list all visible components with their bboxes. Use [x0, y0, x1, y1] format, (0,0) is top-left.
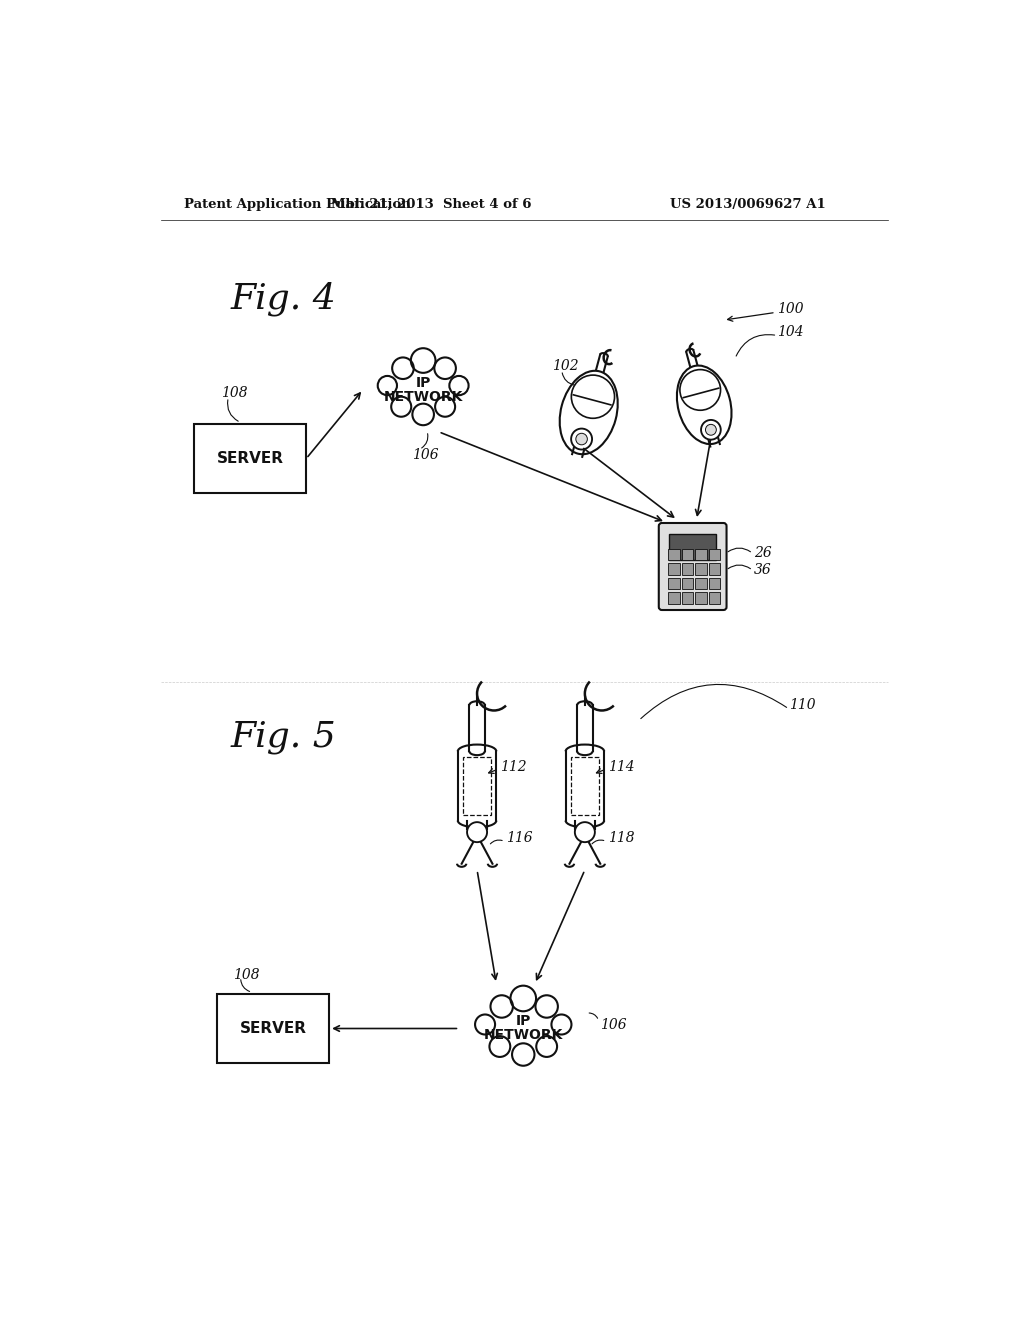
Circle shape	[490, 995, 513, 1018]
Bar	[709, 564, 720, 574]
Bar	[668, 564, 680, 574]
Bar	[459, 751, 496, 821]
Circle shape	[575, 433, 588, 445]
Text: IP: IP	[515, 1014, 531, 1028]
Text: SERVER: SERVER	[216, 451, 284, 466]
Circle shape	[537, 1036, 557, 1057]
Ellipse shape	[477, 994, 569, 1063]
Bar	[695, 549, 707, 560]
Circle shape	[510, 986, 537, 1011]
Bar	[670, 535, 716, 560]
Ellipse shape	[380, 356, 467, 422]
Text: SERVER: SERVER	[240, 1020, 306, 1036]
Text: 26: 26	[755, 546, 772, 561]
Text: 110: 110	[788, 698, 815, 711]
Bar	[571, 756, 599, 816]
Circle shape	[706, 424, 717, 436]
Bar	[709, 578, 720, 589]
Bar	[709, 549, 720, 560]
Circle shape	[571, 429, 592, 450]
Bar	[682, 578, 693, 589]
Text: 104: 104	[777, 325, 804, 339]
Circle shape	[701, 420, 721, 440]
Circle shape	[450, 376, 469, 395]
Bar	[195, 424, 306, 494]
Bar	[668, 549, 680, 560]
Text: 118: 118	[608, 832, 635, 845]
Text: 106: 106	[600, 1018, 627, 1032]
Text: NETWORK: NETWORK	[383, 391, 463, 404]
Circle shape	[574, 822, 595, 842]
Circle shape	[392, 358, 414, 379]
Bar	[682, 549, 693, 560]
Bar	[217, 994, 329, 1063]
Text: 112: 112	[500, 760, 526, 774]
Text: Mar. 21, 2013  Sheet 4 of 6: Mar. 21, 2013 Sheet 4 of 6	[331, 198, 531, 211]
Circle shape	[571, 375, 614, 418]
Text: 36: 36	[755, 564, 772, 577]
Text: Patent Application Publication: Patent Application Publication	[184, 198, 412, 211]
Text: IP: IP	[416, 376, 431, 391]
Text: 106: 106	[412, 447, 438, 462]
Text: US 2013/0069627 A1: US 2013/0069627 A1	[670, 198, 825, 211]
Bar	[463, 756, 490, 816]
Text: NETWORK: NETWORK	[483, 1028, 563, 1041]
Bar	[668, 578, 680, 589]
Bar	[682, 593, 693, 603]
Circle shape	[413, 404, 434, 425]
Circle shape	[475, 1015, 495, 1035]
Bar	[695, 564, 707, 574]
Bar	[566, 751, 603, 821]
Circle shape	[391, 397, 412, 417]
Text: Fig. 5: Fig. 5	[230, 721, 337, 755]
Bar	[709, 593, 720, 603]
Text: 100: 100	[777, 301, 804, 315]
Text: 108: 108	[233, 968, 260, 982]
Circle shape	[434, 358, 456, 379]
Circle shape	[489, 1036, 510, 1057]
Circle shape	[552, 1015, 571, 1035]
Bar	[695, 593, 707, 603]
Circle shape	[467, 822, 487, 842]
Circle shape	[512, 1043, 535, 1065]
Circle shape	[378, 376, 397, 395]
Text: 102: 102	[553, 359, 580, 374]
Circle shape	[680, 370, 721, 411]
Circle shape	[435, 397, 455, 417]
FancyBboxPatch shape	[658, 523, 727, 610]
Text: 108: 108	[220, 387, 247, 400]
Ellipse shape	[560, 371, 617, 454]
Circle shape	[411, 348, 435, 372]
Bar	[668, 593, 680, 603]
Bar	[695, 578, 707, 589]
Text: 114: 114	[608, 760, 635, 774]
Text: Fig. 4: Fig. 4	[230, 281, 337, 315]
Bar	[682, 564, 693, 574]
Text: 116: 116	[506, 832, 532, 845]
Circle shape	[536, 995, 558, 1018]
Ellipse shape	[677, 366, 731, 444]
